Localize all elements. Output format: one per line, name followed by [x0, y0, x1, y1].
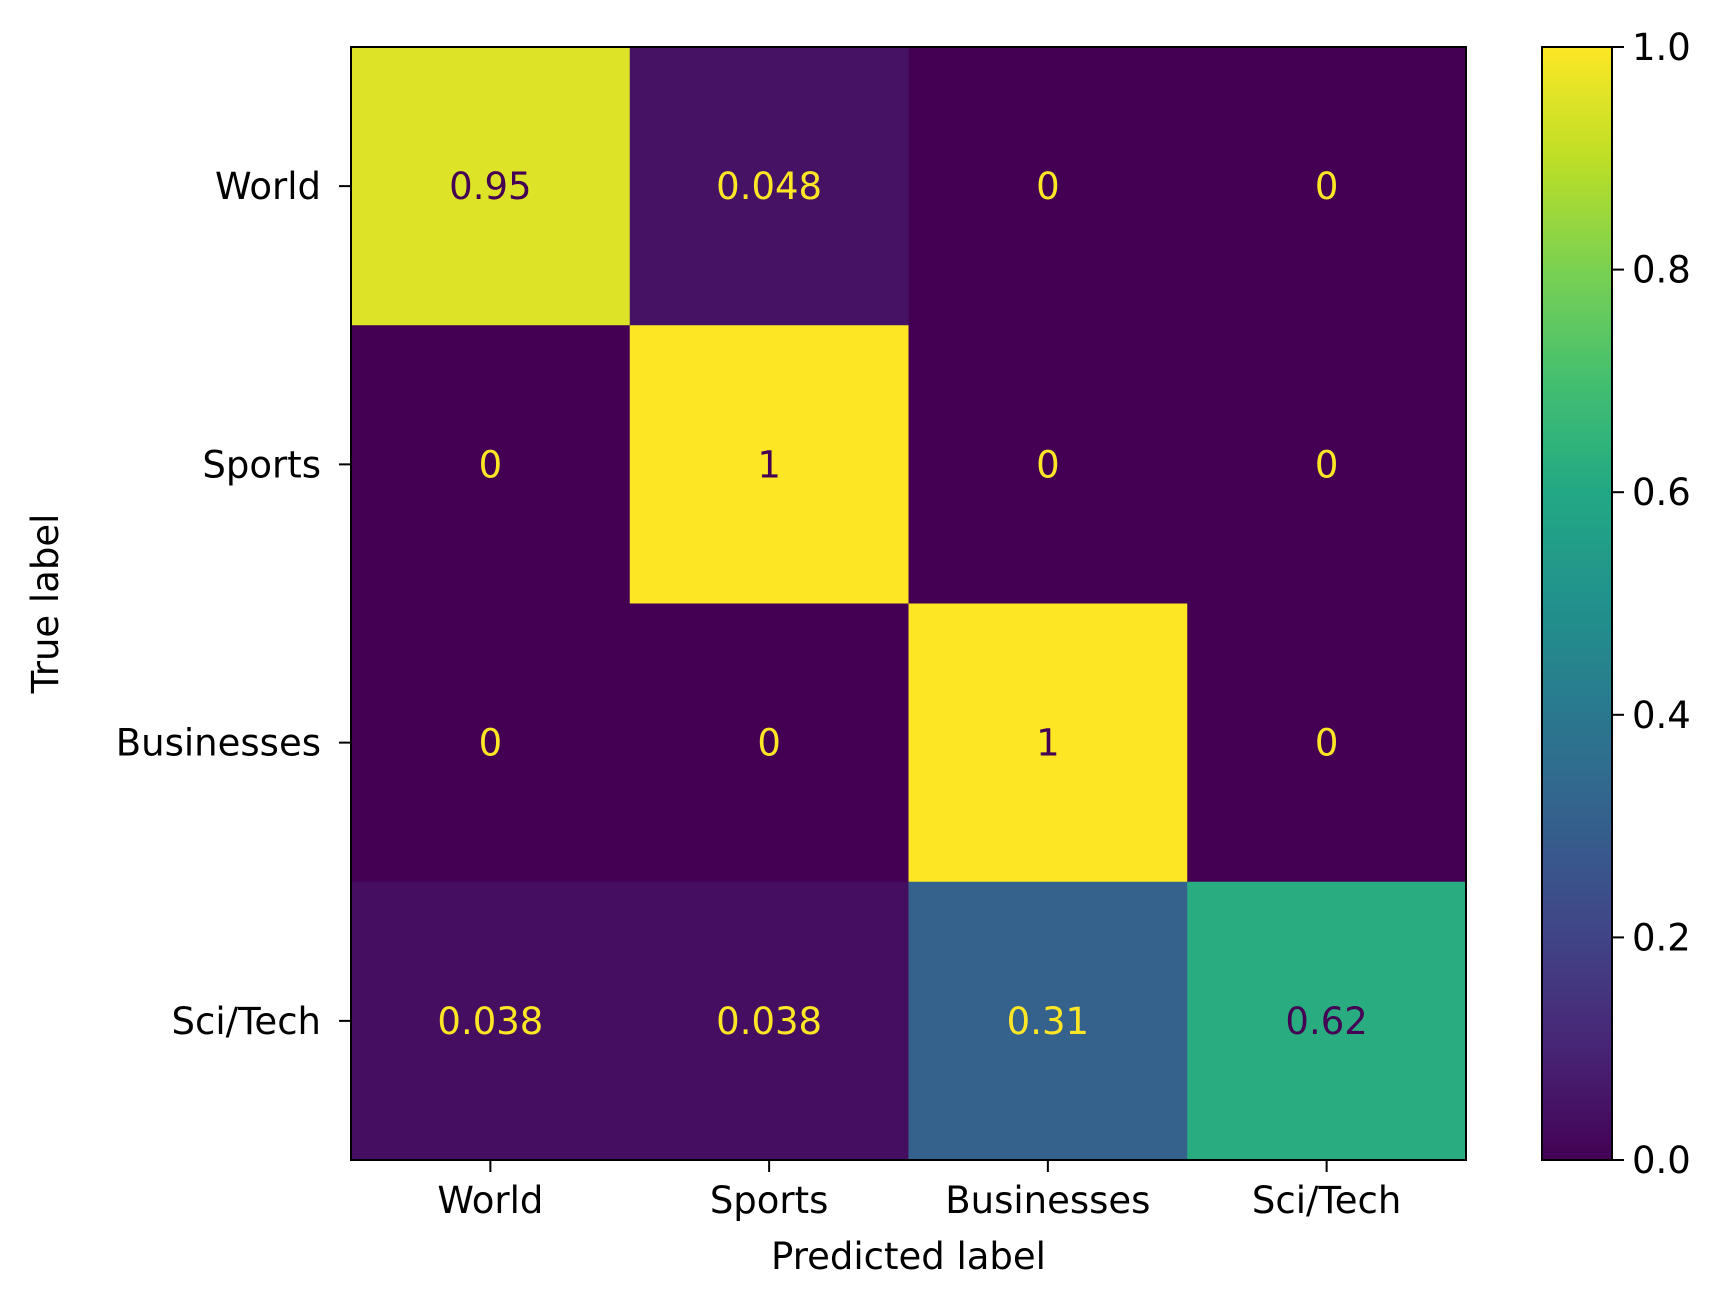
cell-sports-world [351, 325, 631, 605]
cell-value-label: 0 [1315, 165, 1339, 208]
colorbar-tick-label: 0.0 [1632, 1139, 1691, 1182]
x-axis-label: Predicted label [771, 1235, 1046, 1278]
colorbar-frame [1541, 46, 1613, 1161]
y-tick-label-businesses: Businesses [116, 722, 321, 765]
cell-world-sci-tech [1187, 47, 1467, 326]
cell-value-label: 1 [1036, 722, 1060, 765]
x-tick-label-world: World [437, 1179, 543, 1222]
cell-sci-tech-sports [629, 881, 910, 1161]
cell-sports-sci-tech [1187, 325, 1467, 605]
plot-frame [350, 46, 1467, 1161]
x-axis-ticks: World Sports Businesses Sci/Tech [437, 1160, 1401, 1222]
y-axis-label: True label [24, 514, 67, 695]
heatmap-cells [351, 47, 1467, 1161]
colorbar-tick-label: 0.8 [1632, 249, 1691, 292]
colorbar [1542, 47, 1612, 1160]
cell-value-label: 0.95 [449, 165, 531, 208]
cell-value-label: 0 [1036, 165, 1060, 208]
cell-value-label: 0 [479, 443, 503, 486]
y-tick-label-world: World [215, 165, 321, 208]
cell-sports-sports [629, 325, 910, 605]
cell-world-sports [629, 47, 910, 326]
cell-value-label: 0.62 [1285, 1000, 1367, 1043]
heatmap-cell-labels: 0.95 0.048 0 0 0 1 0 0 0 0 1 0 0.038 0.038 0.31 0.62 [437, 165, 1367, 1043]
cell-value-label: 0 [757, 722, 781, 765]
cell-value-label: 0 [1036, 443, 1060, 486]
x-tick-label-sci-tech: Sci/Tech [1252, 1179, 1401, 1222]
cell-businesses-businesses [908, 603, 1188, 883]
cell-sci-tech-sci-tech [1187, 881, 1467, 1161]
cell-value-label: 1 [757, 443, 781, 486]
cell-value-label: 0 [1315, 443, 1339, 486]
cell-value-label: 0.038 [716, 1000, 822, 1043]
cell-world-world [351, 47, 631, 326]
cell-value-label: 0.048 [716, 165, 822, 208]
colorbar-tick-label: 1.0 [1632, 26, 1691, 69]
cell-value-label: 0 [479, 722, 503, 765]
cell-businesses-sci-tech [1187, 603, 1467, 883]
colorbar-tick-label: 0.4 [1632, 694, 1691, 737]
colorbar-tick-label: 0.6 [1632, 471, 1691, 514]
y-tick-label-sci-tech: Sci/Tech [172, 1000, 321, 1043]
colorbar-ticks: 0.0 0.2 0.4 0.6 0.8 1.0 [1612, 26, 1691, 1182]
cell-value-label: 0.038 [437, 1000, 543, 1043]
cell-sci-tech-businesses [908, 881, 1188, 1161]
cell-businesses-sports [629, 603, 910, 883]
cell-businesses-world [351, 603, 631, 883]
x-tick-label-businesses: Businesses [945, 1179, 1150, 1222]
cell-world-businesses [908, 47, 1188, 326]
cell-value-label: 0 [1315, 722, 1339, 765]
colorbar-tick-label: 0.2 [1632, 916, 1691, 959]
x-tick-label-sports: Sports [710, 1179, 829, 1222]
cell-value-label: 0.31 [1007, 1000, 1089, 1043]
cell-sports-businesses [908, 325, 1188, 605]
y-tick-label-sports: Sports [202, 443, 321, 486]
y-axis-ticks: World Sports Businesses Sci/Tech [116, 165, 351, 1043]
cell-sci-tech-world [351, 881, 631, 1161]
